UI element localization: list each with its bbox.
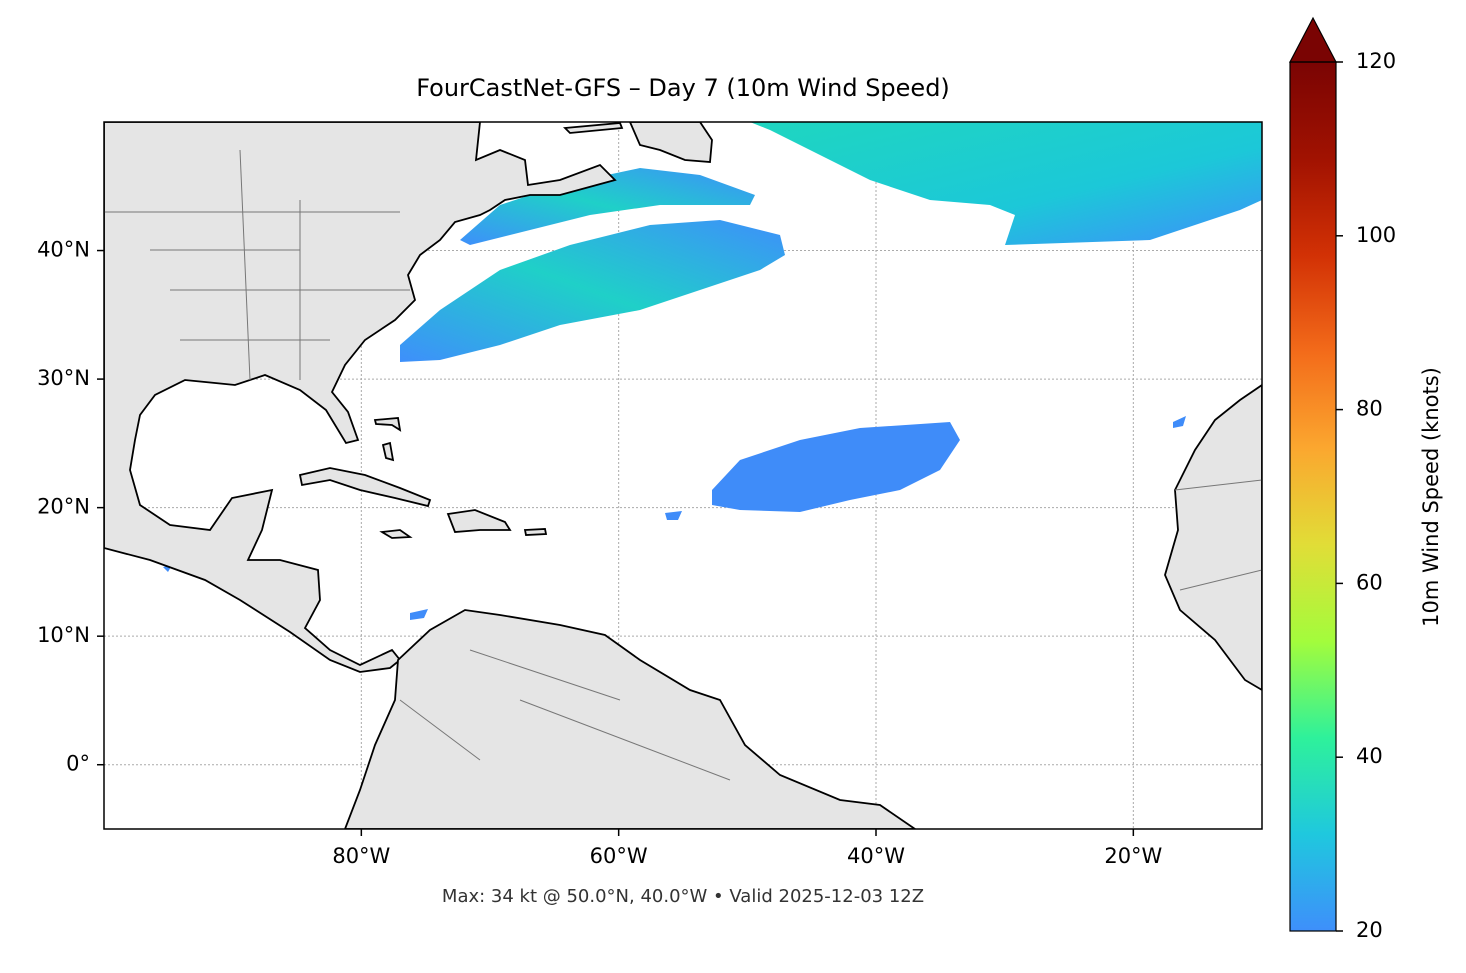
wind-field bbox=[163, 122, 1262, 620]
colorbar-tick-label: 100 bbox=[1356, 223, 1396, 247]
chart-title: FourCastNet-GFS – Day 7 (10m Wind Speed) bbox=[416, 74, 950, 102]
colorbar-tick-label: 40 bbox=[1356, 744, 1383, 768]
y-tick-label: 10°N bbox=[37, 623, 90, 647]
wind-area bbox=[712, 422, 960, 512]
y-tick-label: 30°N bbox=[37, 366, 90, 390]
colorbar-extend bbox=[1289, 16, 1337, 63]
footnote: Max: 34 kt @ 50.0°N, 40.0°W • Valid 2025… bbox=[442, 886, 924, 907]
colorbar-tick-label: 20 bbox=[1356, 918, 1383, 942]
colorbar-tick-label: 80 bbox=[1356, 397, 1383, 421]
x-tick-label: 40°W bbox=[847, 844, 905, 868]
wind-area bbox=[460, 168, 755, 245]
wind-area bbox=[163, 416, 1186, 620]
colorbar bbox=[1290, 62, 1336, 931]
map-frame bbox=[103, 121, 1263, 830]
land bbox=[104, 122, 1262, 829]
x-tick-label: 80°W bbox=[332, 844, 390, 868]
colorbar-tick-label: 120 bbox=[1356, 49, 1396, 73]
x-tick-label: 60°W bbox=[590, 844, 648, 868]
colorbar-label: 10m Wind Speed (knots) bbox=[1419, 367, 1443, 627]
colorbar-frame bbox=[1289, 61, 1337, 932]
y-tick-label: 40°N bbox=[37, 238, 90, 262]
colorbar-tick-label: 60 bbox=[1356, 570, 1383, 594]
wind-area bbox=[400, 220, 785, 362]
y-tick-label: 0° bbox=[66, 752, 90, 776]
x-tick-label: 20°W bbox=[1104, 844, 1162, 868]
y-tick-label: 20°N bbox=[37, 495, 90, 519]
map bbox=[104, 122, 1262, 829]
wind-area bbox=[750, 122, 1262, 245]
